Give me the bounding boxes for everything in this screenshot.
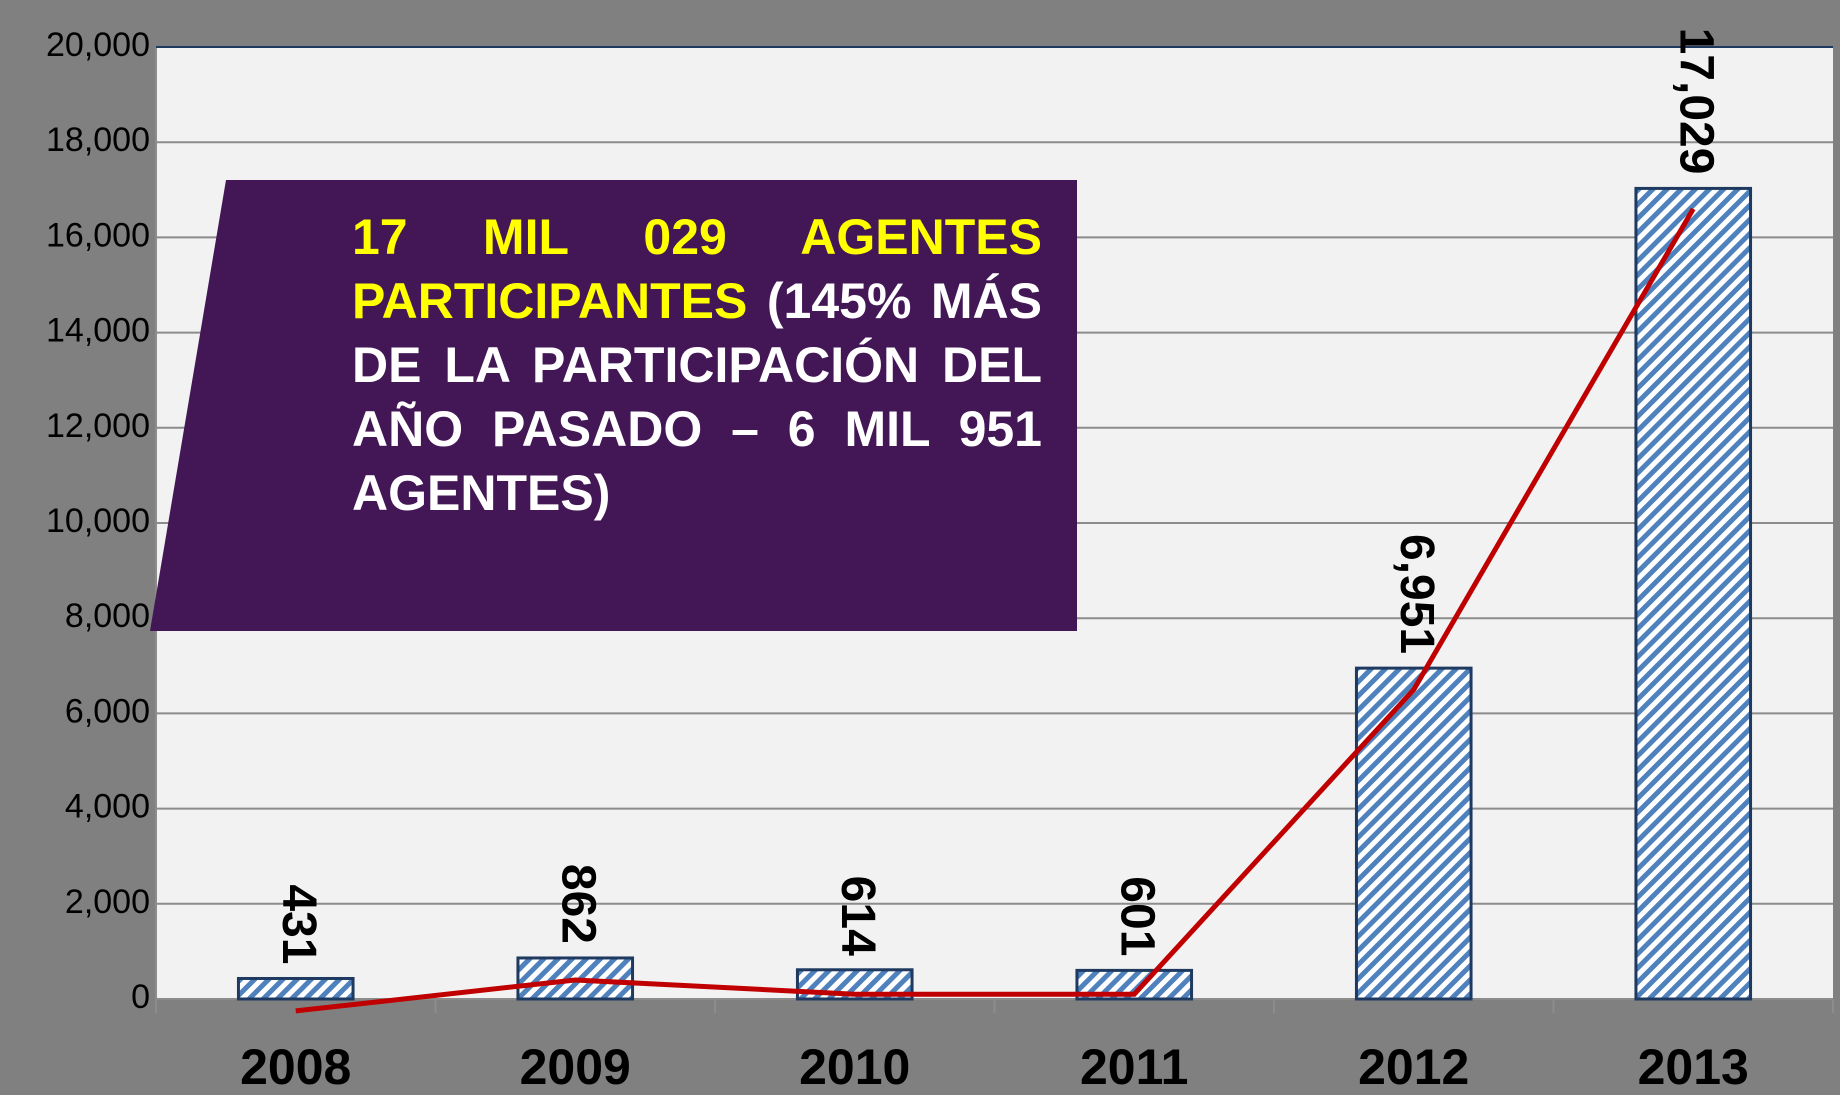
x-tick-label: 2010	[799, 1039, 910, 1095]
y-tick-label: 2,000	[65, 883, 150, 921]
y-tick-label: 14,000	[46, 312, 150, 350]
annotation-highlight: 17 MIL 029 AGENTES PARTICIPANTES	[352, 209, 1042, 329]
x-tick-label: 2008	[240, 1039, 351, 1095]
y-tick-label: 6,000	[65, 692, 150, 730]
y-tick-label: 0	[131, 978, 150, 1016]
annotation-box	[150, 180, 1077, 631]
y-tick-label: 4,000	[65, 788, 150, 826]
value-label: 17,029	[1670, 28, 1723, 175]
x-tick-label: 2009	[520, 1039, 631, 1095]
y-tick-label: 16,000	[46, 216, 150, 254]
annotation: 17 MIL 029 AGENTES PARTICIPANTES (145% M…	[352, 205, 1042, 525]
trend-line	[295, 207, 1696, 1014]
value-label: 6,951	[1390, 534, 1443, 654]
value-label: 601	[1111, 876, 1164, 956]
bar	[1634, 186, 1753, 1001]
y-tick-label: 8,000	[65, 597, 150, 635]
y-tick-label: 18,000	[46, 121, 150, 159]
value-label: 862	[552, 864, 605, 944]
value-label: 614	[831, 876, 884, 956]
x-tick-label: 2011	[1080, 1039, 1188, 1095]
bar	[236, 976, 355, 1001]
x-tick-label: 2012	[1358, 1039, 1469, 1095]
value-label: 431	[272, 884, 325, 964]
bar	[1354, 666, 1473, 1001]
y-tick-label: 10,000	[46, 502, 150, 540]
y-tick-label: 20,000	[46, 26, 150, 64]
y-tick-label: 12,000	[46, 407, 150, 445]
annotation-text: (145% MÁS DE LA PARTICIPACIÓN DEL AÑO PA…	[352, 273, 1042, 521]
x-tick-label: 2013	[1638, 1039, 1749, 1095]
